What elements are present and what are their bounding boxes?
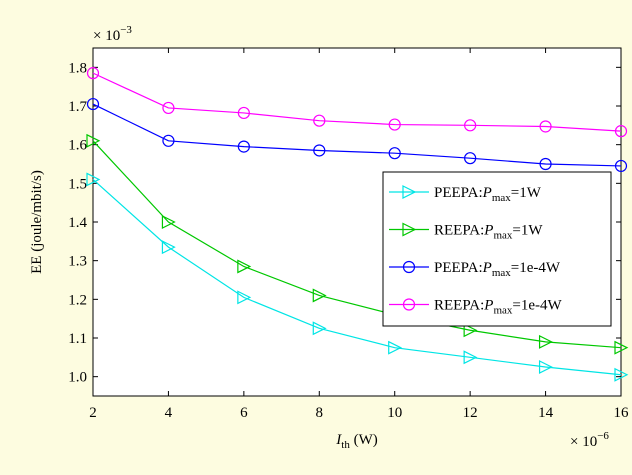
legend-label: REEPA:Pmax=1W (434, 223, 543, 242)
data-point (388, 147, 401, 160)
series-line (92, 103, 622, 167)
y-tick-label: 1.5 (68, 176, 87, 192)
data-point (312, 288, 327, 303)
data-point (162, 134, 175, 147)
y-tick-label: 1.2 (68, 292, 87, 308)
legend-item: REEPA:Pmax=1W (389, 223, 543, 242)
legend-box (382, 171, 612, 327)
data-point (313, 114, 326, 127)
data-point (539, 120, 552, 133)
data-point (538, 360, 553, 374)
y-tick-label: 1.3 (68, 254, 87, 270)
x-tick-label: 6 (240, 405, 248, 421)
y-tick-label: 1.1 (68, 331, 87, 347)
data-point (614, 159, 628, 173)
data-point (614, 340, 629, 355)
data-point (237, 259, 252, 274)
x-tick-label: 10 (387, 405, 402, 421)
y-tick-label: 1.7 (68, 99, 87, 115)
series-2 (86, 133, 629, 355)
data-point (86, 97, 100, 111)
legend-marker (402, 260, 416, 274)
data-point (313, 144, 326, 157)
y-tick-label: 1.8 (68, 60, 87, 76)
legend: PEEPA:Pmax=1W REEPA:Pmax=1W PEEPA:Pmax=1e-… (382, 171, 612, 327)
series-line (92, 140, 622, 349)
legend-label: REEPA:Pmax=1e-4W (434, 298, 563, 317)
series-1 (86, 172, 629, 382)
data-point (86, 133, 101, 148)
data-point (388, 340, 403, 355)
x-multiplier: × 10−6 (570, 430, 609, 450)
y-multiplier: × 10−3 (93, 24, 132, 44)
x-tick-label: 16 (614, 405, 630, 421)
data-point (463, 350, 478, 365)
data-point (237, 106, 250, 120)
series-4 (86, 67, 628, 138)
x-tick-label: 14 (538, 405, 554, 421)
data-point (86, 172, 101, 187)
data-point (162, 101, 175, 115)
legend-item: PEEPA:Pmax=1W (389, 185, 542, 204)
legend-label: PEEPA:Pmax=1W (434, 185, 542, 204)
legend-marker (402, 222, 417, 237)
y-tick-label: 1.6 (68, 138, 87, 154)
series-line (92, 72, 622, 132)
data-point (237, 140, 250, 153)
legend-item: PEEPA:Pmax=1e-4W (389, 260, 561, 279)
data-point (463, 323, 478, 338)
data-point (539, 157, 552, 171)
x-tick-label: 12 (463, 405, 478, 421)
data-point (388, 118, 401, 131)
y-axis-label: EE (joule/mbit/s) (29, 170, 45, 274)
legend-item: REEPA:Pmax=1e-4W (389, 298, 563, 317)
data-point (614, 125, 628, 138)
data-point (161, 215, 176, 229)
data-point (538, 334, 553, 349)
legend-marker (402, 185, 417, 199)
data-point (614, 367, 629, 382)
data-point (86, 67, 100, 80)
y-tick-label: 1.4 (68, 215, 87, 231)
y-tick-label: 1.0 (68, 370, 87, 386)
data-point (312, 321, 327, 336)
data-point (464, 119, 477, 132)
legend-label: PEEPA:Pmax=1e-4W (434, 260, 561, 279)
x-tick-label: 8 (316, 405, 324, 421)
series-3 (86, 97, 628, 173)
series-line (92, 179, 622, 376)
legend-marker (402, 298, 416, 311)
x-axis-label: Ith (W) (335, 432, 377, 451)
x-tick-label: 2 (89, 405, 97, 421)
data-point (161, 240, 176, 255)
x-tick-label: 4 (165, 405, 173, 421)
data-point (237, 290, 252, 305)
data-point (464, 152, 477, 165)
plot-frame (92, 47, 622, 397)
